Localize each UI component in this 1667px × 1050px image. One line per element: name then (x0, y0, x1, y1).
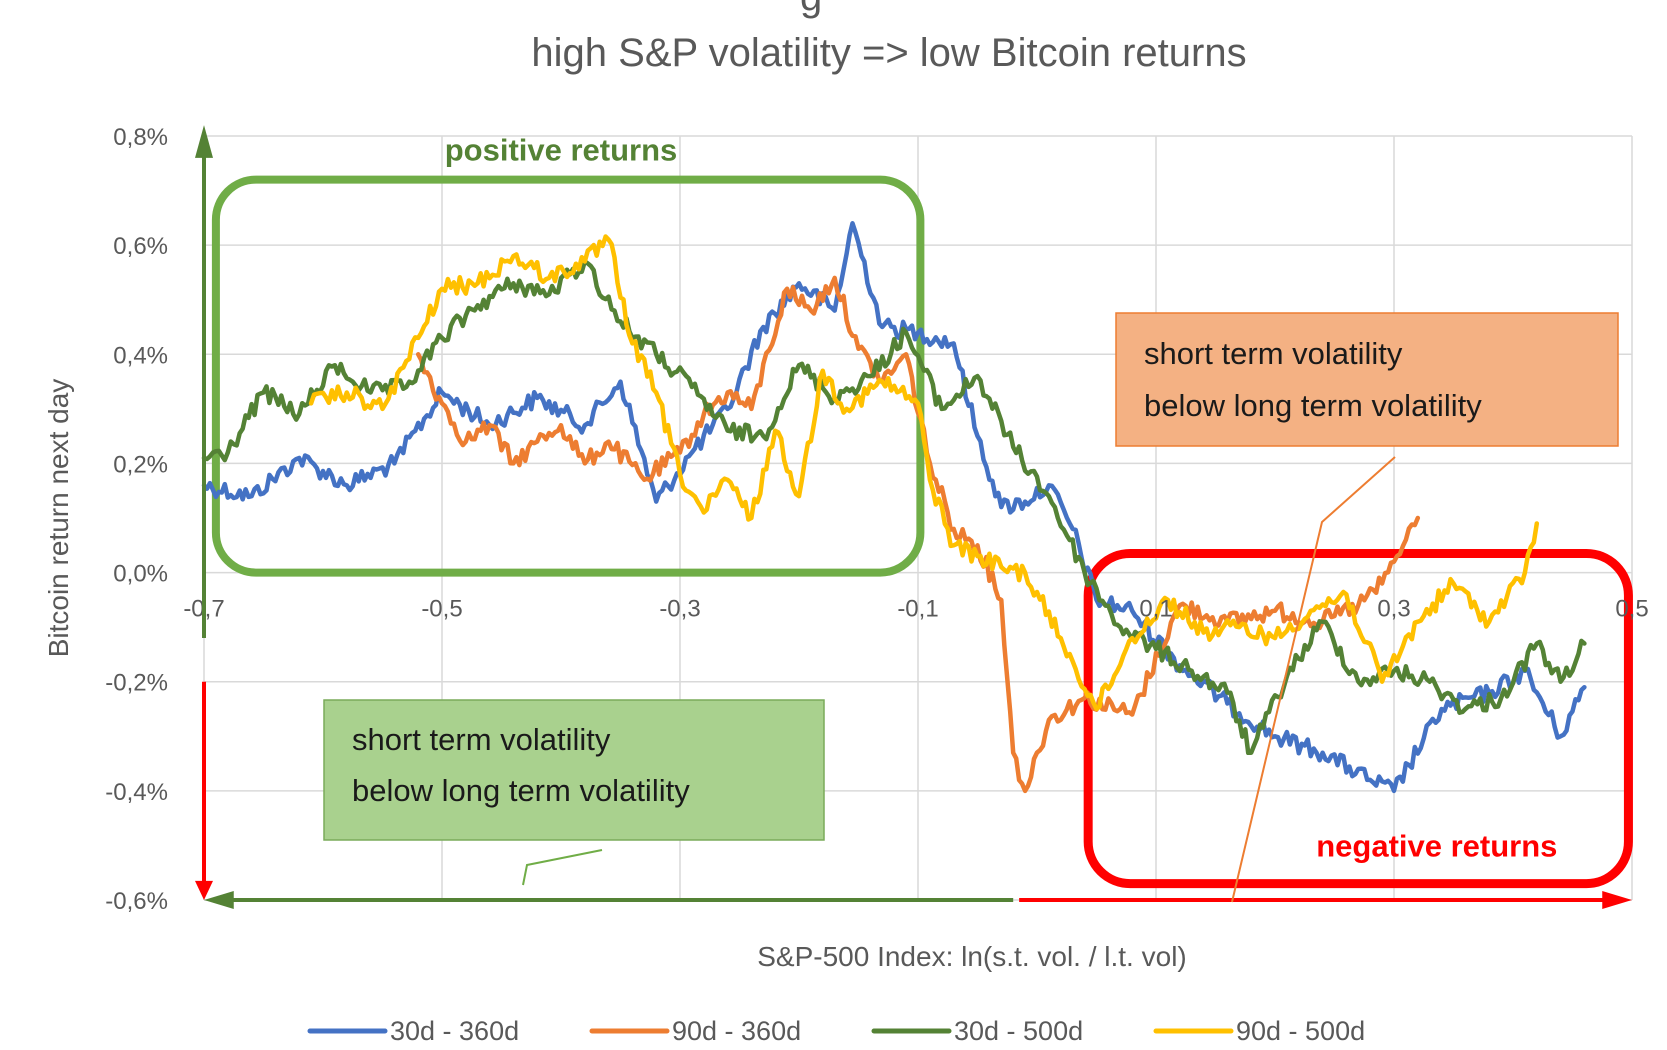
y-tick-labels: -0,6% -0,4% -0,2% 0,0% 0,2% 0,4% 0,6% 0,8% (105, 124, 168, 915)
legend-label: 90d - 360d (672, 1016, 801, 1046)
legend: 30d - 360d 90d - 360d 30d - 500d 90d - 500d (307, 1016, 1365, 1046)
annotation-arrows (195, 125, 1632, 909)
callout-green-box (323, 699, 825, 841)
y-tick-label: 0,6% (113, 233, 168, 260)
x-tick-label: 0,1 (1139, 596, 1172, 623)
chart-subtitle: high S&P volatility => low Bitcoin retur… (531, 31, 1246, 75)
callout-orange-line1: short term volatility (1144, 336, 1403, 371)
y-tick-label: -0,6% (105, 888, 168, 915)
callout-green-line2: below long term volatility (352, 773, 690, 808)
x-right-arrow-head (1602, 891, 1632, 909)
y-tick-label: -0,4% (105, 779, 168, 806)
y-tick-label: 0,4% (113, 342, 168, 369)
series-line (415, 275, 1421, 794)
y-up-arrow-head (195, 125, 213, 158)
legend-label: 30d - 360d (390, 1016, 519, 1046)
x-left-arrow-head (204, 891, 234, 909)
series-line (201, 221, 1587, 794)
y-axis-label: Bitcoin return next day (43, 379, 74, 658)
negative-region-box (1083, 548, 1633, 889)
callout-orange-pointer (1231, 456, 1396, 903)
series-line (201, 259, 1587, 756)
callout-orange-box (1115, 312, 1619, 447)
positive-region-label: positive returns (445, 133, 678, 168)
x-tick-label: -0,3 (659, 596, 700, 623)
y-tick-label: 0,2% (113, 451, 168, 478)
chart-title-partial: g (800, 0, 822, 19)
y-tick-label: -0,2% (105, 670, 168, 697)
legend-label: 30d - 500d (954, 1016, 1083, 1046)
callout-orange: short term volatility below long term vo… (1115, 312, 1619, 903)
positive-region-box (211, 175, 925, 577)
callout-green: short term volatility below long term vo… (323, 699, 825, 886)
x-tick-label: 0,3 (1377, 596, 1410, 623)
negative-region-label: negative returns (1316, 828, 1557, 863)
y-tick-label: 0,0% (113, 561, 168, 588)
x-axis-label: S&P-500 Index: ln(s.t. vol. / l.t. vol) (757, 941, 1187, 972)
x-tick-label: -0,1 (897, 596, 938, 623)
callout-orange-line2: below long term volatility (1144, 388, 1482, 423)
series-lines (201, 221, 1587, 794)
x-tick-label: -0,5 (421, 596, 462, 623)
y-down-arrow-head (195, 880, 213, 900)
legend-label: 90d - 500d (1236, 1016, 1365, 1046)
x-tick-label: 0,5 (1615, 596, 1648, 623)
callout-green-pointer (522, 849, 603, 886)
callout-green-line1: short term volatility (352, 722, 611, 757)
series-line (308, 234, 1540, 712)
y-tick-label: 0,8% (113, 124, 168, 151)
